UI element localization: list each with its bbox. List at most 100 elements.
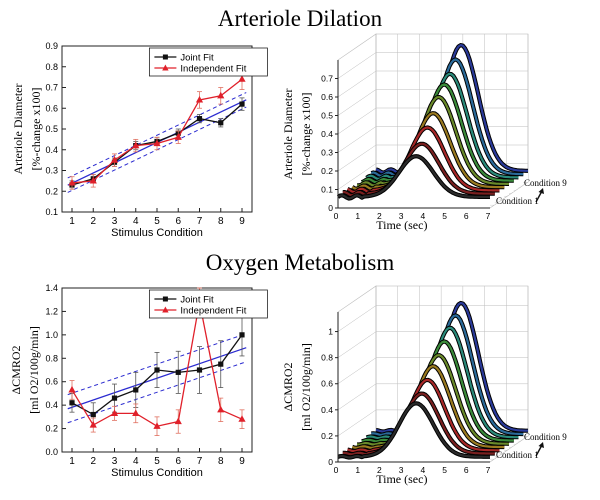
wave-condition-2 <box>342 142 495 197</box>
data-point-independent <box>132 141 140 149</box>
z-tick-label: 0.2 <box>321 431 333 441</box>
x-tick-label: 9 <box>239 456 245 467</box>
wave-fill <box>338 403 490 462</box>
data-point-independent <box>238 415 246 422</box>
data-point-independent <box>89 421 97 428</box>
y-tick-label: 0.8 <box>45 353 58 363</box>
wave-condition-1 <box>337 402 490 459</box>
x-tick-label: 2 <box>377 211 382 221</box>
y-tick-label: 0.9 <box>45 41 58 51</box>
y-tick-label: 0.6 <box>45 103 58 113</box>
depth-label-condition-9: Condition 9 <box>524 432 567 442</box>
side-wall-grid <box>337 70 377 98</box>
y-axis-label-units: [ml O2/100g/min] <box>27 326 41 414</box>
legend-marker <box>162 306 169 313</box>
data-point-independent <box>217 405 225 413</box>
x-tick-label: 1 <box>355 465 360 475</box>
depth-arrow-head <box>538 188 544 194</box>
data-point-independent <box>174 133 182 140</box>
legend-label: Independent Fit <box>180 306 246 317</box>
top-section-title: Arteriole Dilation <box>218 6 383 31</box>
wave-condition-4 <box>351 365 505 449</box>
z-tick-label: 0.6 <box>321 379 333 389</box>
y-tick-label: 1.2 <box>45 306 58 316</box>
y-tick-label: 0.6 <box>45 377 58 387</box>
wave-condition-4 <box>351 112 505 190</box>
z-tick-label: 0.4 <box>321 129 333 139</box>
side-wall-grid <box>337 305 377 332</box>
wave-condition-3 <box>347 126 500 194</box>
data-point-joint <box>239 101 245 107</box>
cmro2-3d-chart: 0 0.2 0.4 0.6 0.8 1 0 1 2 3 4 5 6 7 Time (sec) ΔCMRO2 [m… <box>281 285 567 486</box>
x-tick-label: 7 <box>197 456 203 467</box>
z-axis-label-units: [ml O2/100g/min] <box>299 343 313 431</box>
data-point-joint <box>133 387 139 393</box>
legend-marker <box>162 296 168 302</box>
wave-condition-6 <box>361 83 514 184</box>
z-tick-label: 0.4 <box>321 405 333 415</box>
z-tick-label: 0.2 <box>321 166 333 176</box>
z-axis-label: ΔCMRO2 <box>281 362 295 411</box>
x-tick-label: 6 <box>175 456 181 467</box>
y-tick-label: 0.4 <box>45 145 58 155</box>
legend-box <box>148 289 268 319</box>
z-tick-label: 0.8 <box>321 353 333 363</box>
data-point-joint <box>239 332 245 338</box>
x-tick-label: 7 <box>486 211 491 221</box>
x-tick-label: 1 <box>355 211 360 221</box>
data-point-joint <box>69 400 75 406</box>
legend-box <box>148 47 268 77</box>
z-tick-label: 0.3 <box>321 148 333 158</box>
x-tick-label: 9 <box>239 216 245 227</box>
legend-marker <box>162 54 168 60</box>
data-point-independent <box>153 422 161 429</box>
x-tick-label: 3 <box>399 211 404 221</box>
x-tick-label: 8 <box>218 456 224 467</box>
y-tick-label: 0.3 <box>45 166 58 176</box>
y-tick-label: 0.7 <box>45 83 58 93</box>
dilation-3d-chart: 0 0.1 0.2 0.3 0.4 0.5 0.6 0.7 0 1 2 3 4 5 6 7 Time (sec)… <box>281 33 567 232</box>
data-point-independent <box>195 95 204 103</box>
legend-label: Independent Fit <box>180 64 246 75</box>
y-tick-label: 0.8 <box>45 62 58 72</box>
x-tick-label: 7 <box>197 216 203 227</box>
x-tick-label: 3 <box>112 456 118 467</box>
x-tick-label: 2 <box>90 216 96 227</box>
y-axis-label: Arteriole Diameter <box>11 84 25 175</box>
data-point-independent <box>217 91 225 99</box>
data-point-joint <box>154 367 160 373</box>
y-tick-label: 1.4 <box>45 283 58 293</box>
fit-upper-bound <box>67 92 247 179</box>
side-wall-grid <box>337 409 377 437</box>
x-tick-label: 1 <box>69 456 75 467</box>
data-point-joint <box>90 411 96 418</box>
cmro2-line-chart: 0.0 0.2 0.4 0.6 0.8 1.0 1.2 1.4 1 2 3 4 5 6 7 8 9 Joint F… <box>9 283 268 479</box>
depth-label-condition-1: Condition 1 <box>496 450 539 460</box>
data-point-joint <box>196 367 203 373</box>
data-point-independent <box>68 178 76 186</box>
data-point-independent <box>132 409 140 416</box>
z-tick-label: 0 <box>328 457 333 467</box>
z-tick-label: 0.5 <box>321 111 333 121</box>
x-tick-label: 5 <box>442 211 447 221</box>
x-tick-label: 8 <box>218 216 224 227</box>
side-wall-grid <box>337 331 377 358</box>
z-tick-label: 0 <box>328 203 333 213</box>
side-wall-grid <box>337 126 377 153</box>
x-tick-label: 6 <box>464 465 469 475</box>
side-wall-grid <box>337 89 377 116</box>
y-tick-label: 0.1 <box>45 207 58 217</box>
x-tick-label: 5 <box>154 216 160 227</box>
x-tick-label: 3 <box>399 465 404 475</box>
z-tick-label: 0.7 <box>321 74 333 84</box>
depth-arrow-head <box>538 442 544 448</box>
side-wall-grid <box>337 52 377 79</box>
data-point-independent <box>110 156 119 163</box>
y-tick-label: 0.2 <box>45 424 58 434</box>
x-tick-label: 5 <box>154 456 160 467</box>
x-tick-label: 2 <box>90 456 96 467</box>
y-tick-label: 0.4 <box>45 400 58 410</box>
data-point-joint <box>175 369 181 375</box>
y-tick-label: 0.5 <box>45 124 58 134</box>
data-point-independent <box>153 139 161 147</box>
